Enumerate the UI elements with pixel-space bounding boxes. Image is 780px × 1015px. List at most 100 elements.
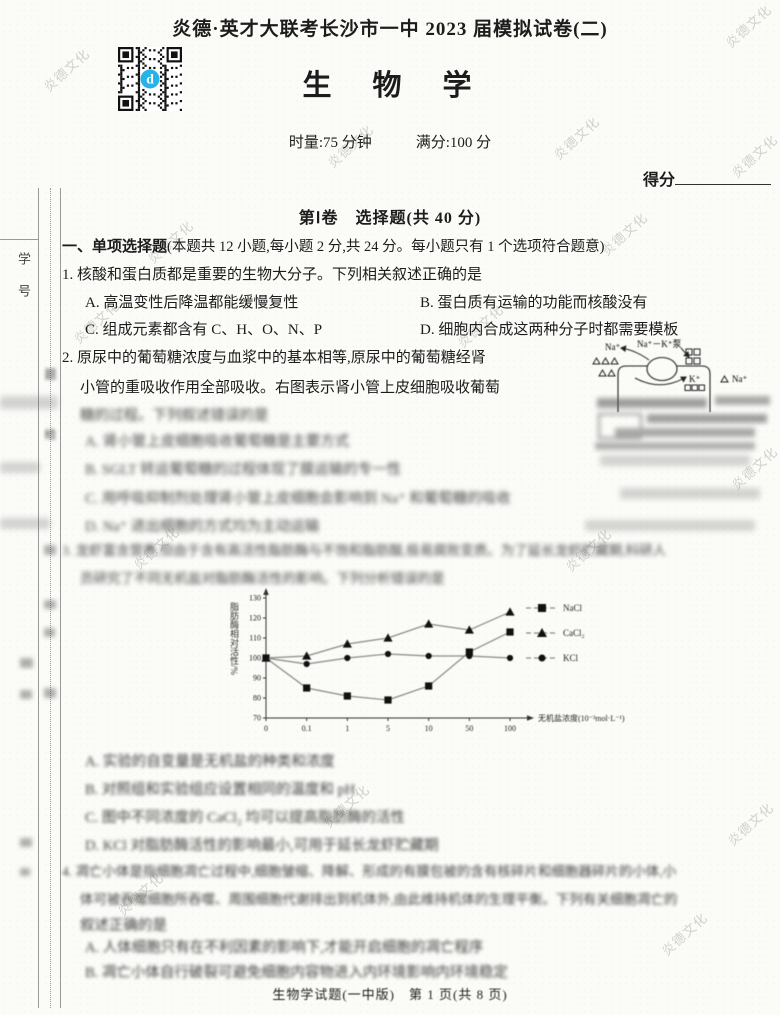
- q1-option-d: D. 细胞内合成这两种分子时都需要模板: [420, 322, 679, 338]
- scan-artifact: [44, 600, 56, 609]
- potassium-squares-icon: [693, 357, 701, 365]
- sodium-triangles-icon: [592, 357, 619, 365]
- q1-stem: 1. 核酸和蛋白质都是重要的生物大分子。下列相关叙述正确的是: [62, 267, 483, 283]
- scan-artifact: [600, 455, 750, 466]
- pump-protein: [646, 356, 678, 382]
- svg-text:130: 130: [249, 594, 261, 603]
- q2-option-a-blurred: A. 肾小管上皮细胞吸收葡萄糖是主要方式: [85, 434, 350, 450]
- arrow-icon: [680, 347, 690, 358]
- q1-option-a: A. 高温变性后降温都能缓慢复性: [85, 295, 299, 311]
- q1-option-c: C. 组成元素都含有 C、H、O、N、P: [85, 322, 323, 338]
- svg-text:0.1: 0.1: [302, 724, 312, 733]
- svg-text:100: 100: [504, 724, 516, 733]
- q3-stem-line1-blurred: 3. 龙虾富含营养,但由于含有高活性脂肪酶与不饱和脂肪酸,极易腐败变质。为了延长…: [62, 543, 667, 558]
- scan-artifact: [0, 462, 40, 473]
- q4-stem-line1-blurred: 4. 凋亡小体是指细胞凋亡过程中,细胞皱缩、降解、形成的有膜包被的含有核碎片和细…: [62, 864, 677, 879]
- full-score-label: 满分:100 分: [415, 135, 492, 151]
- q4-option-a-blurred: A. 人体细胞只有在不利因素的影响下,才能开启细胞的凋亡程序: [85, 940, 484, 956]
- q3-chart: 70 80 90 100 110 120 130 0 0.1 1 5 10 50 100 无机盐浓度(10⁻…: [222, 588, 662, 746]
- q3-option-a-blurred: A. 实验的自变量是无机盐的种类和浓度: [85, 754, 335, 770]
- arrow-icon: [620, 345, 650, 361]
- cell-membrane: [677, 365, 711, 412]
- svg-text:d: d: [146, 72, 154, 87]
- scan-artifact: [620, 488, 760, 499]
- q2-option-c-blurred: C. 用呼吸抑制剂处理肾小管上皮细胞会影响到 Na⁺ 和葡萄糖的吸收: [85, 491, 511, 507]
- section-type-bold: 一、单项选择题: [62, 239, 168, 255]
- scan-artifact: [0, 396, 58, 409]
- seal-blurred-char: 题: [43, 368, 57, 400]
- scan-artifact: [20, 868, 30, 876]
- seal-line: [38, 188, 39, 1008]
- svg-text:90: 90: [253, 674, 261, 683]
- scan-artifact: [20, 690, 32, 699]
- exam-meta: 时量:75 分钟 满分:100 分: [0, 131, 780, 152]
- q3-stem-line2-blurred: 员研究了不同无机盐对脂肪酶活性的影响。下列分析错误的是: [80, 571, 445, 586]
- q2-stem-line2: 小管的重吸收作用全部吸收。右图表示肾小管上皮细胞吸收葡萄: [80, 380, 501, 396]
- scan-artifact: [44, 545, 56, 555]
- potassium-squares-icon: [691, 384, 698, 391]
- seal-line: [60, 188, 61, 1008]
- duration-label: 时量:75 分钟: [288, 135, 372, 151]
- svg-text:1: 1: [345, 724, 349, 733]
- diagram-na-right-label: Na⁺: [732, 374, 747, 384]
- q4-stem-line3-blurred: 叙述正确的是: [80, 918, 167, 934]
- seal-blurred-char: 给: [43, 428, 57, 460]
- student-id-label: 学 号: [16, 252, 31, 306]
- q1-option-b: B. 蛋白质有运输的功能而核酸没有: [420, 295, 648, 311]
- potassium-squares-icon: [684, 384, 691, 391]
- svg-text:120: 120: [249, 614, 261, 623]
- qr-code: d: [118, 47, 182, 111]
- sodium-triangles-icon: [598, 369, 616, 377]
- scan-artifact: [44, 628, 55, 637]
- lipase-activity-chart: 70 80 90 100 110 120 130 0 0.1 1 5 10 50 100 无机盐浓度(10⁻…: [249, 588, 625, 733]
- svg-text:80: 80: [253, 694, 261, 703]
- svg-text:50: 50: [465, 724, 473, 733]
- margin-rule: [0, 239, 38, 240]
- potassium-squares-icon: [685, 357, 693, 365]
- part1-title: 第Ⅰ卷 选择题(共 40 分): [298, 210, 482, 227]
- q4-stem-line2-blurred: 体可被吞噬细胞所吞噬、周围细胞代谢排出到机体外,由此维持机体的生理平衡。下列有关…: [80, 892, 678, 907]
- svg-text:NaCl: NaCl: [563, 603, 582, 613]
- svg-text:100: 100: [249, 654, 261, 663]
- q2-option-d-blurred: D. Na⁺ 进出细胞的方式均为主动运输: [85, 519, 320, 535]
- score-label: 得分: [643, 172, 676, 189]
- watermark: 炎德文化: [658, 909, 711, 959]
- subject-title: 生 物 学: [302, 70, 478, 102]
- q3-option-b-blurred: B. 对照组和实验组应设置相同的温度和 pH: [85, 782, 356, 798]
- svg-text:CaCl₂: CaCl₂: [563, 628, 585, 638]
- score-field: 得分: [643, 166, 772, 190]
- potassium-squares-icon: [698, 384, 705, 391]
- arrow-icon: [634, 376, 687, 386]
- q3-option-d-blurred: D. KCl 对脂肪酶活性的影响最小,可用于延长龙虾贮藏期: [85, 838, 439, 854]
- diagram-na-top-label: Na⁺: [605, 342, 620, 352]
- potassium-squares-icon: [693, 348, 701, 356]
- scan-artifact: [20, 838, 32, 847]
- diagram-pump-label: Na⁺－K⁺泵: [637, 339, 682, 349]
- svg-text:110: 110: [249, 634, 261, 643]
- chart-ylabel: 脂肪酶相对活性/%: [229, 602, 239, 675]
- svg-text:5: 5: [386, 724, 390, 733]
- scan-artifact: [585, 520, 755, 531]
- section-type-title: 一、单项选择题(本题共 12 小题,每小题 2 分,共 24 分。每小题只有 1…: [62, 235, 604, 256]
- page-footer: 生物学试题(一中版) 第 1 页(共 8 页): [272, 987, 508, 1002]
- svg-text:无机盐浓度(10⁻³mol·L⁻¹): 无机盐浓度(10⁻³mol·L⁻¹): [538, 713, 625, 723]
- diagram-k-label: K⁺: [689, 374, 700, 384]
- section-type-rest: (本题共 12 小题,每小题 2 分,共 24 分。每小题只有 1 个选项符合题…: [167, 239, 605, 255]
- exam-title: 炎德·英才大联考长沙市一中 2023 届模拟试卷(二): [172, 19, 608, 40]
- q2-stem-line3-blurred: 糖的过程。下列叙述错误的是: [80, 408, 269, 424]
- q4-option-b-blurred: B. 凋亡小体自行破裂可避免细胞内容物进入内环境影响内环境稳定: [85, 965, 508, 981]
- diagram-blurred-region: [595, 396, 770, 450]
- svg-text:0: 0: [264, 724, 268, 733]
- scan-artifact: [44, 688, 56, 698]
- scan-artifact: [0, 518, 50, 529]
- svg-text:10: 10: [425, 724, 433, 733]
- sodium-triangle-icon: [720, 375, 729, 383]
- q3-option-c-blurred: C. 图中不同浓度的 CaCl₂ 均可以提高脂肪酶的活性: [85, 810, 406, 826]
- score-blank-line: [675, 170, 772, 185]
- cell-membrane: [617, 365, 647, 412]
- svg-text:KCl: KCl: [563, 653, 579, 663]
- svg-text:70: 70: [253, 714, 261, 723]
- q2-stem-line1: 2. 原尿中的葡萄糖浓度与血浆中的基本相等,原尿中的葡萄糖经肾: [62, 350, 486, 366]
- seal-line-dotted: [50, 188, 51, 1008]
